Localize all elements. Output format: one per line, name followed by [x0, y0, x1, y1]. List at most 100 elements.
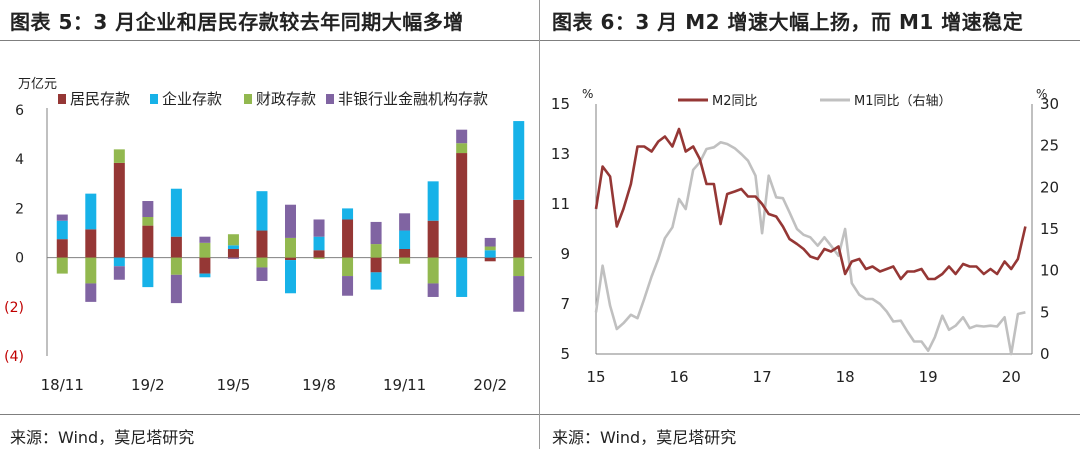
- bar-19/12-3: [427, 283, 439, 297]
- bar-19/10-1: [370, 272, 382, 290]
- y-tick-label: 0: [15, 251, 24, 267]
- bar-20/1-1: [456, 257, 468, 297]
- bar-18/11-1: [56, 220, 68, 240]
- x-tick-label: 15: [586, 368, 605, 386]
- bar-19/5-3: [227, 257, 239, 259]
- bar-19/10-0: [370, 257, 382, 273]
- right-y-tick: 30: [1040, 95, 1059, 113]
- left-y-tick: 5: [560, 345, 570, 363]
- bar-19/2-1: [142, 257, 154, 288]
- bar-19/7-2: [285, 237, 296, 258]
- bar-19/2-3: [142, 201, 154, 218]
- bar-19/7-0: [285, 257, 296, 261]
- left-source-rule: [0, 414, 539, 415]
- legend-label-3: 非银行业金融机构存款: [338, 90, 488, 108]
- bar-19/6-1: [256, 191, 268, 231]
- bar-19/11-1: [399, 230, 411, 249]
- bar-18/12-2: [85, 257, 97, 284]
- bar-19/7-3: [285, 204, 296, 238]
- money-supply-line-chart: % % 5 7 9 11 13 15 0 5 10 15 20 25 30 15 16 17 18 19 20 M2同比 M…: [551, 87, 1059, 386]
- bar-19/12-0: [427, 220, 439, 258]
- bar-19/8-2: [313, 257, 325, 259]
- y-tick-label: 6: [15, 103, 24, 119]
- bar-19/4-3: [199, 236, 211, 243]
- legend-swatch-1: [150, 94, 158, 104]
- x-tick-label: 17: [753, 368, 772, 386]
- bar-19/11-2: [399, 257, 411, 264]
- bar-19/11-3: [399, 213, 411, 231]
- bar-20/2-3: [484, 237, 496, 247]
- left-y-tick: 15: [551, 95, 570, 113]
- bar-18/11-3: [56, 214, 68, 221]
- legend-swatch-2: [244, 94, 252, 104]
- x-tick-label: 16: [670, 368, 689, 386]
- bar-20/1-0: [456, 153, 468, 258]
- bar-19/11-0: [399, 248, 411, 258]
- bar-19/2-2: [142, 217, 154, 226]
- x-tick-label: 19/8: [302, 376, 336, 394]
- left-source-note: 来源：Wind，莫尼塔研究: [10, 428, 195, 447]
- bar-19/3-3: [170, 274, 182, 304]
- bar-19/8-1: [313, 236, 325, 251]
- left-title-rule: [0, 40, 539, 41]
- bar-19/9-0: [342, 219, 354, 258]
- y-tick-label: 4: [15, 152, 24, 168]
- bar-20/3-2: [513, 257, 525, 277]
- bar-20/2-0: [484, 257, 496, 262]
- bar-19/1-3: [113, 266, 125, 280]
- bar-20/2-1: [484, 250, 496, 258]
- bar-19/1-1: [113, 257, 125, 267]
- bar-20/3-0: [513, 199, 525, 258]
- right-y-tick: 10: [1040, 262, 1059, 280]
- bar-19/6-3: [256, 267, 268, 281]
- left-chart-title: 图表 5：3 月企业和居民存款较去年同期大幅多增: [10, 10, 464, 34]
- x-tick-label: 19: [919, 368, 938, 386]
- right-y-tick: 5: [1040, 303, 1050, 321]
- bar-18/12-3: [85, 283, 97, 302]
- right-source-rule: [540, 414, 1080, 415]
- bar-19/3-1: [170, 188, 182, 237]
- y-axis-unit: 万亿元: [18, 77, 57, 92]
- bar-19/5-2: [227, 234, 239, 246]
- x-tick-label: 20/2: [473, 376, 507, 394]
- bar-19/5-1: [227, 245, 239, 249]
- right-y-tick: 20: [1040, 178, 1059, 196]
- bar-19/10-2: [370, 244, 382, 258]
- x-tick-label: 18: [836, 368, 855, 386]
- legend-label-0: 居民存款: [70, 90, 130, 108]
- bar-19/12-1: [427, 181, 439, 221]
- right-y-tick: 25: [1040, 137, 1059, 155]
- bar-19/6-0: [256, 230, 268, 258]
- panel-divider: [539, 0, 540, 449]
- right-y-tick: 0: [1040, 345, 1050, 363]
- x-tick-label: 18/11: [41, 376, 84, 394]
- bar-20/2-2: [484, 246, 496, 251]
- x-tick-label: 20: [1002, 368, 1021, 386]
- x-tick-label: 19/11: [383, 376, 426, 394]
- right-title-rule: [540, 40, 1080, 41]
- bar-18/11-2: [56, 257, 68, 274]
- m1-series-line: [594, 141, 1026, 356]
- bar-19/7-1: [285, 260, 296, 294]
- legend-label-1: 企业存款: [162, 90, 222, 108]
- legend-label-2: 财政存款: [256, 90, 316, 108]
- legend-swatch-3: [326, 94, 334, 104]
- left-axis-unit: %: [582, 87, 593, 101]
- right-axis-unit: %: [1036, 87, 1047, 101]
- bar-19/5-0: [227, 248, 239, 258]
- bar-20/1-2: [456, 143, 468, 154]
- left-y-tick: 9: [560, 245, 570, 263]
- bar-19/1-2: [113, 149, 125, 163]
- bar-19/9-3: [342, 276, 354, 296]
- legend-swatch-0: [58, 94, 66, 104]
- right-source-note: 来源：Wind，莫尼塔研究: [552, 428, 737, 447]
- left-y-tick: 7: [560, 295, 570, 313]
- bar-18/12-1: [85, 193, 97, 230]
- left-y-tick: 13: [551, 145, 570, 163]
- x-tick-label: 19/5: [217, 376, 251, 394]
- bar-19/12-2: [427, 257, 439, 284]
- right-y-tick: 15: [1040, 220, 1059, 238]
- right-chart-title: 图表 6：3 月 M2 增速大幅上扬，而 M1 增速稳定: [552, 10, 1024, 34]
- y-tick-label: (4): [4, 349, 24, 365]
